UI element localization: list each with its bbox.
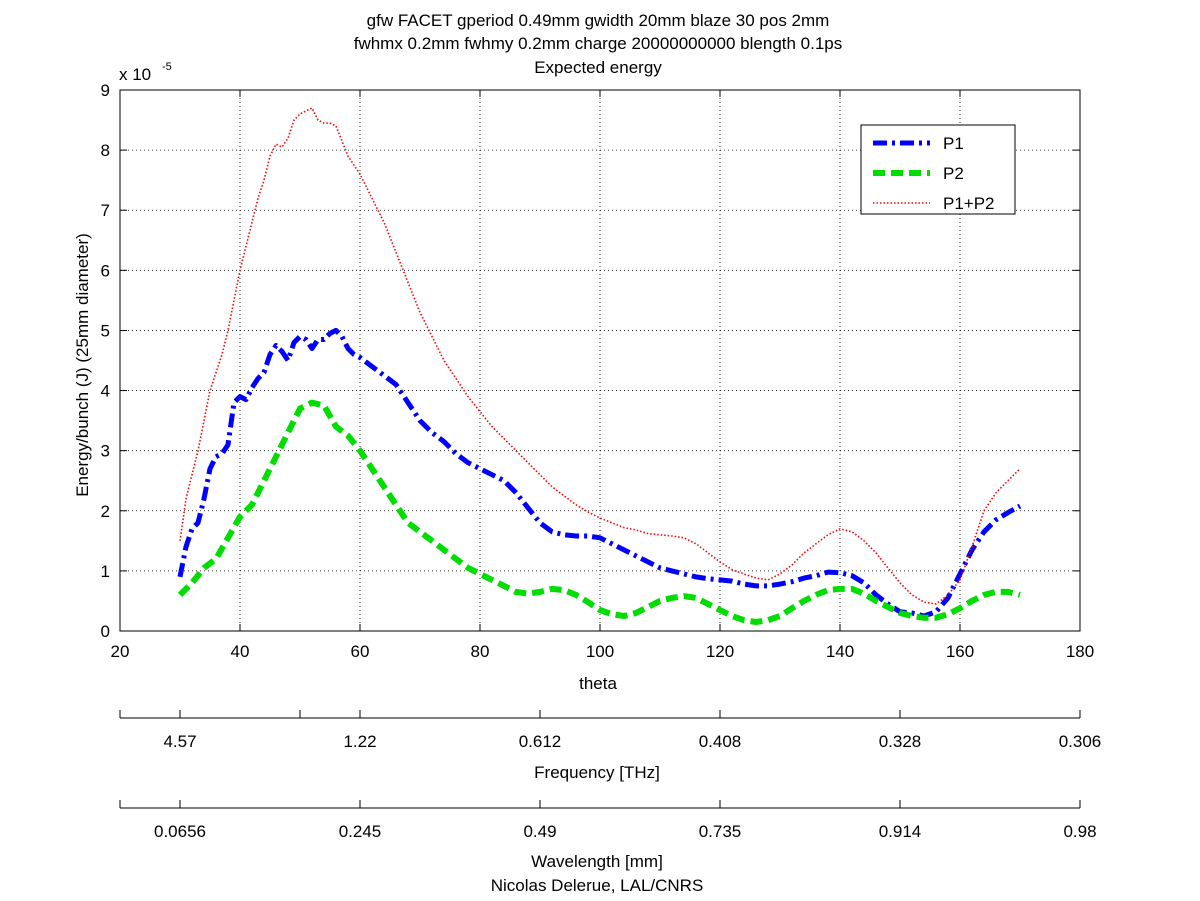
series-line-p2 [177, 399, 1021, 625]
y-multiplier-exponent: -5 [162, 61, 172, 73]
y-tick-label: 1 [101, 562, 110, 581]
frequency-axis: 4.57 1.22 0.612 0.408 0.328 0.306 [119, 710, 1102, 751]
x-tick-label: 120 [706, 642, 734, 661]
secondary-axis-tick-label: 0.735 [699, 822, 742, 841]
secondary-axis-tick-label: 0.914 [879, 822, 922, 841]
x-axis-label: theta [579, 674, 617, 693]
series-layer [177, 107, 1022, 625]
plot-frame [119, 89, 1081, 632]
y-tick-label: 5 [101, 321, 110, 340]
x-tick-label: 160 [946, 642, 974, 661]
grid-layer [120, 90, 1080, 631]
x-tick-label: 40 [231, 642, 250, 661]
y-tick-label: 0 [101, 622, 110, 641]
secondary-axis-tick-label: 0.306 [1059, 732, 1102, 751]
secondary-axis-tick-label: 4.57 [163, 732, 196, 751]
legend-box [860, 124, 1016, 215]
x-tick-label: 80 [471, 642, 490, 661]
x-tick-labels: 20 40 60 80 100 120 140 160 180 [111, 642, 1095, 661]
chart-title-line-1: gfw FACET gperiod 0.49mm gwidth 20mm bla… [367, 11, 830, 30]
series-line-p1-p2 [179, 107, 1021, 605]
y-axis-label: Energy/bunch (J) (25mm diameter) [73, 233, 92, 497]
x-tick-label: 180 [1066, 642, 1094, 661]
legend-label: P2 [943, 164, 964, 183]
x-tick-label: 60 [351, 642, 370, 661]
legend: P1 P2 P1+P2 [860, 124, 1016, 215]
series-line-p1 [177, 327, 1022, 619]
author-credit: Nicolas Delerue, LAL/CNRS [491, 876, 704, 895]
secondary-axis-tick-label: 0.49 [523, 822, 556, 841]
chart-title-line-2: fwhmx 0.2mm fwhmy 0.2mm charge 200000000… [354, 34, 843, 53]
y-tick-label: 2 [101, 502, 110, 521]
wavelength-axis: 0.0656 0.245 0.49 0.735 0.914 0.98 [119, 800, 1097, 841]
legend-label: P1 [943, 134, 964, 153]
y-tick-label: 7 [101, 201, 110, 220]
y-multiplier-base: x 10 [119, 65, 151, 84]
y-tick-label: 3 [101, 442, 110, 461]
y-tick-label: 4 [101, 382, 110, 401]
y-tick-labels: 0 1 2 3 4 5 6 7 8 9 [101, 81, 110, 641]
secondary-axis-tick-label: 0.408 [699, 732, 742, 751]
secondary-axis-tick-label: 0.98 [1063, 822, 1096, 841]
y-tick-label: 6 [101, 261, 110, 280]
y-tick-label: 8 [101, 141, 110, 160]
x-tick-label: 100 [586, 642, 614, 661]
x-tick-label: 140 [826, 642, 854, 661]
legend-label: P1+P2 [943, 194, 995, 213]
y-tick-label: 9 [101, 81, 110, 100]
secondary-axis-tick-label: 0.328 [879, 732, 922, 751]
secondary-axis-tick-label: 0.245 [339, 822, 382, 841]
wavelength-axis-label: Wavelength [mm] [531, 852, 663, 871]
secondary-axis-tick-label: 0.0656 [154, 822, 206, 841]
axes-layer [119, 89, 1081, 632]
frequency-axis-label: Frequency [THz] [534, 763, 660, 782]
chart-title-line-3: Expected energy [534, 58, 662, 77]
secondary-axis-tick-label: 1.22 [343, 732, 376, 751]
x-tick-label: 20 [111, 642, 130, 661]
secondary-axis-tick-label: 0.612 [519, 732, 562, 751]
